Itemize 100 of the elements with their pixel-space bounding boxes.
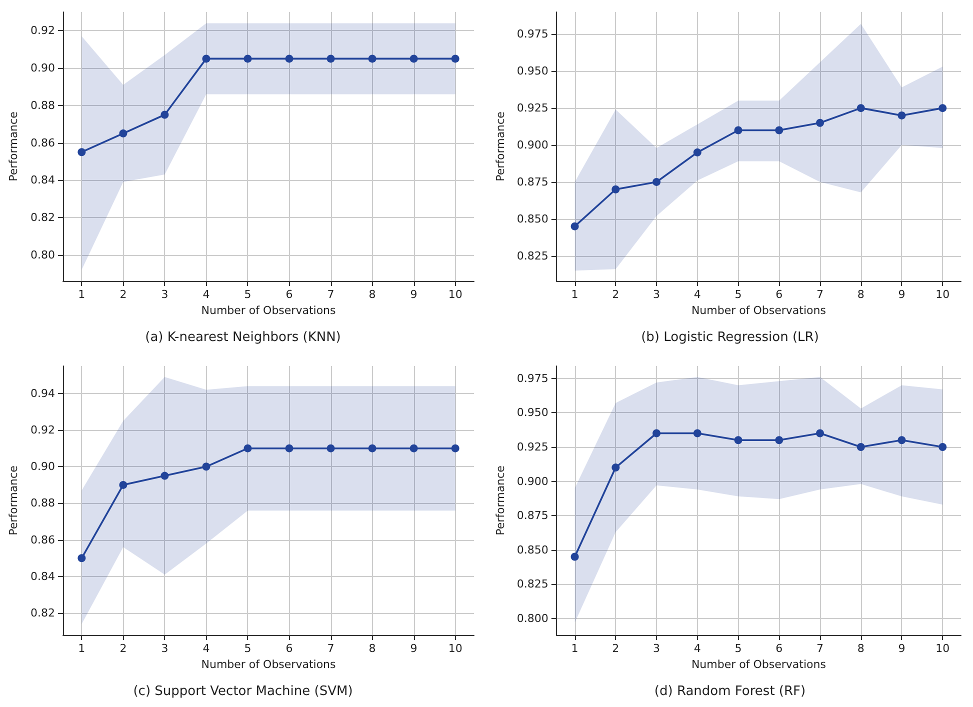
point <box>451 444 460 452</box>
x-tick-label: 7 <box>327 642 334 655</box>
x-tick-label: 1 <box>571 288 578 301</box>
x-tick-label: 7 <box>327 288 334 301</box>
point <box>368 444 376 452</box>
y-tick-label: 0.82 <box>30 606 55 620</box>
point <box>734 436 742 444</box>
text: (a) K-nearest Neighbors (KNN) <box>145 330 341 345</box>
y-tick-label: 0.975 <box>516 372 548 385</box>
text: (b) Logistic Regression (LR) <box>641 330 819 345</box>
x-tick-label: 5 <box>244 642 252 655</box>
point <box>652 429 661 438</box>
x-tick-label: 2 <box>120 288 127 301</box>
x-tick-label: 1 <box>78 642 86 655</box>
x-tick-label: 2 <box>612 288 620 301</box>
y-axis-title: Performance <box>494 111 507 182</box>
y-tick-label: 0.950 <box>516 64 548 78</box>
x-tick-label: 3 <box>653 642 660 655</box>
x-tick-label: 2 <box>612 642 620 655</box>
point <box>119 480 128 489</box>
point <box>938 442 947 451</box>
x-tick-label: 5 <box>734 642 742 655</box>
x-tick-label: 8 <box>368 288 376 301</box>
y-tick-label: 0.84 <box>30 174 55 187</box>
point <box>160 472 169 480</box>
x-tick-label: 10 <box>936 642 950 655</box>
x-tick-label: 9 <box>898 288 906 301</box>
y-tick-label: 0.80 <box>30 248 55 262</box>
y-tick-label: 0.875 <box>516 509 548 522</box>
point <box>775 436 784 444</box>
point <box>856 442 865 451</box>
y-tick-label: 0.86 <box>30 533 55 546</box>
y-tick-label: 0.90 <box>30 62 55 75</box>
y-tick-label: 0.950 <box>516 406 548 420</box>
point <box>160 110 169 119</box>
x-tick-label: 7 <box>816 642 824 655</box>
point <box>898 111 906 120</box>
x-tick-label: 10 <box>448 288 462 301</box>
y-tick-label: 0.925 <box>516 440 548 454</box>
point <box>285 54 294 63</box>
y-tick-label: 0.82 <box>30 210 55 224</box>
x-axis-title: Number of Observations <box>201 304 336 317</box>
point <box>775 126 784 134</box>
text: (d) Random Forest (RF) <box>654 684 806 699</box>
x-tick-label: 4 <box>202 642 210 655</box>
y-tick-label: 0.88 <box>30 496 55 510</box>
x-tick-label: 3 <box>653 288 660 301</box>
x-tick-label: 8 <box>368 642 376 655</box>
point <box>78 554 86 562</box>
y-axis-title: Performance <box>494 465 507 536</box>
y-axis-title: Performance <box>7 111 20 182</box>
point <box>326 54 335 63</box>
text: (c) Support Vector Machine (SVM) <box>133 684 353 699</box>
point <box>570 222 579 230</box>
x-tick-label: 9 <box>410 642 418 655</box>
point <box>244 54 252 63</box>
point <box>285 444 294 452</box>
y-tick-label: 0.800 <box>516 612 548 626</box>
x-tick-label: 9 <box>410 288 418 301</box>
y-tick-label: 0.875 <box>516 175 548 188</box>
y-tick-label: 0.975 <box>516 28 548 41</box>
x-tick-label: 8 <box>857 288 864 301</box>
point <box>326 444 335 452</box>
point <box>816 429 824 438</box>
x-tick-label: 10 <box>936 288 950 301</box>
x-tick-label: 1 <box>571 642 578 655</box>
point <box>856 104 865 112</box>
x-tick-label: 9 <box>898 642 906 655</box>
x-tick-label: 5 <box>734 288 742 301</box>
point <box>202 462 210 471</box>
x-tick-label: 5 <box>244 288 252 301</box>
x-tick-label: 6 <box>286 288 293 301</box>
point <box>898 436 906 444</box>
y-tick-label: 0.850 <box>516 543 548 556</box>
point <box>612 464 620 472</box>
point <box>612 185 620 194</box>
x-tick-label: 7 <box>816 288 824 301</box>
x-axis-title: Number of Observations <box>691 658 826 671</box>
point <box>410 444 418 452</box>
y-tick-label: 0.925 <box>516 102 548 115</box>
point <box>652 178 661 186</box>
point <box>693 148 702 156</box>
x-tick-label: 1 <box>78 288 86 301</box>
y-tick-label: 0.900 <box>516 138 548 152</box>
point <box>938 104 947 112</box>
y-tick-label: 0.825 <box>516 578 548 591</box>
y-axis-title: Performance <box>7 465 20 536</box>
point <box>119 129 128 138</box>
y-tick-label: 0.900 <box>516 474 548 488</box>
y-tick-label: 0.94 <box>30 386 55 400</box>
x-axis-title: Number of Observations <box>201 658 336 671</box>
x-tick-label: 4 <box>694 642 701 655</box>
point <box>78 148 86 156</box>
point <box>410 54 418 63</box>
y-tick-label: 0.90 <box>30 460 55 474</box>
point <box>244 444 252 452</box>
x-tick-label: 4 <box>202 288 210 301</box>
x-tick-label: 6 <box>776 642 783 655</box>
y-tick-label: 0.84 <box>30 570 55 583</box>
y-tick-label: 0.825 <box>516 249 548 262</box>
